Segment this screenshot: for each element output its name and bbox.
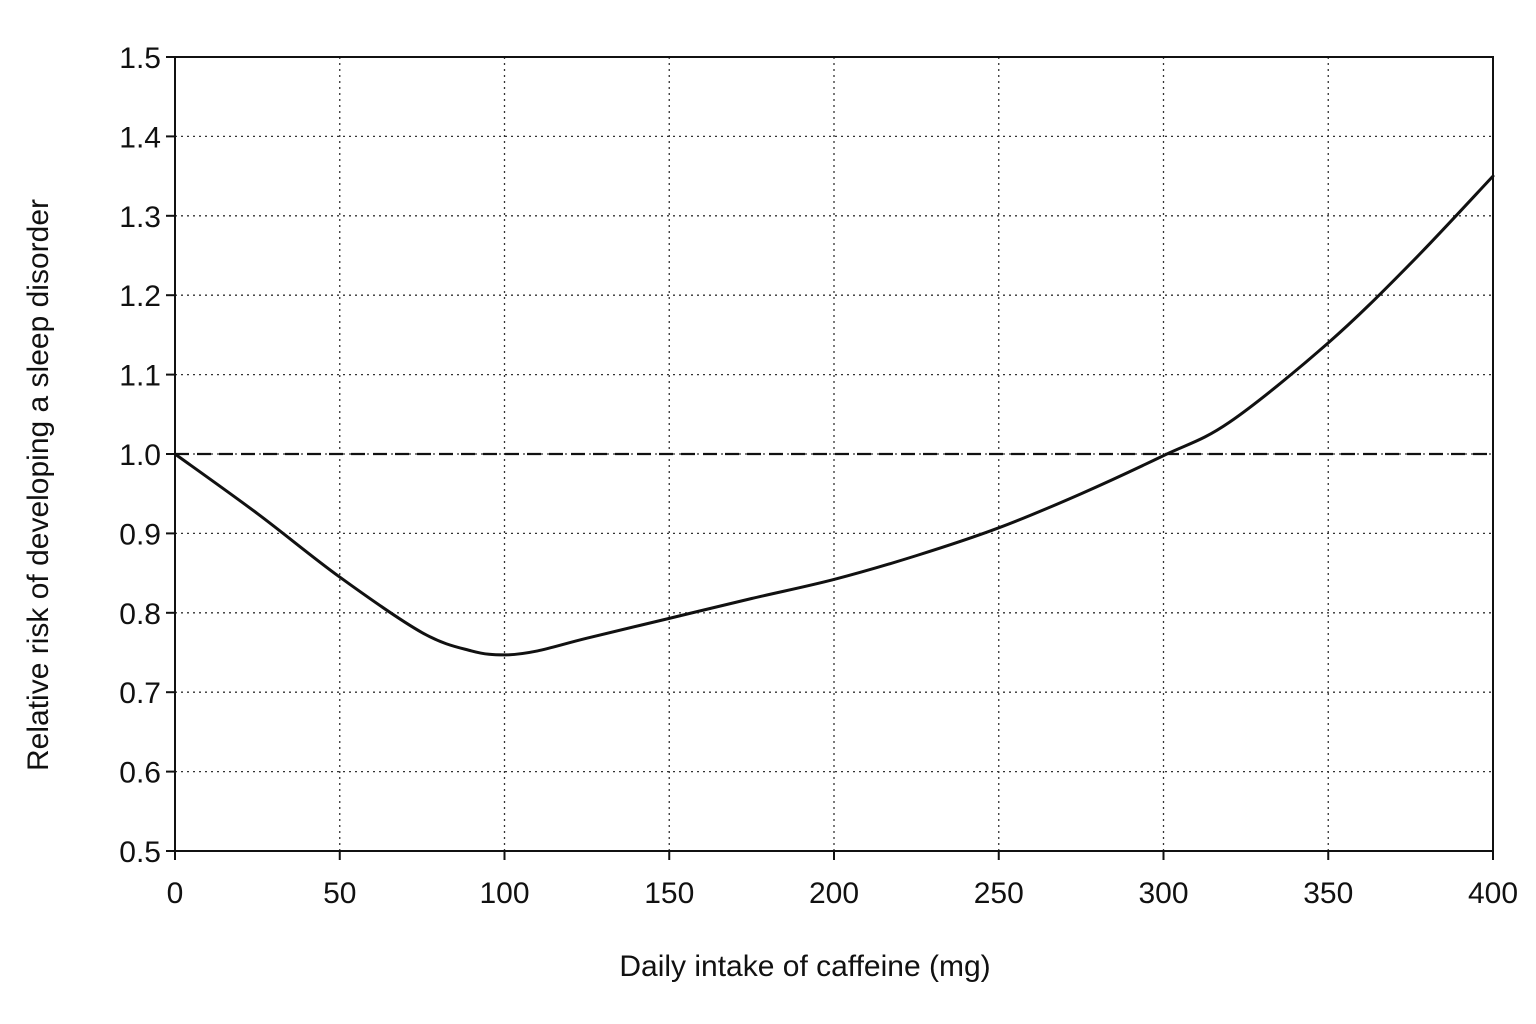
x-tick-label: 400	[1468, 877, 1518, 910]
x-tick-label: 300	[1138, 877, 1188, 910]
y-tick-label: 0.5	[119, 836, 161, 869]
y-tick-label: 1.4	[119, 121, 161, 154]
y-tick-label: 1.5	[119, 42, 161, 75]
y-axis-title: Relative risk of developing a sleep diso…	[22, 199, 55, 771]
y-tick-label: 1.0	[119, 439, 161, 472]
y-tick-label: 0.6	[119, 757, 161, 790]
x-tick-label: 350	[1303, 877, 1353, 910]
y-tick-label: 0.7	[119, 677, 161, 710]
y-tick-label: 0.8	[119, 598, 161, 631]
x-tick-label: 50	[323, 877, 356, 910]
x-tick-label: 200	[809, 877, 859, 910]
y-tick-label: 1.1	[119, 360, 161, 393]
horizontal-grid-lines	[175, 135, 1493, 773]
y-tick-label: 1.2	[119, 280, 161, 313]
series-group	[173, 174, 1495, 657]
x-tick-label: 150	[644, 877, 694, 910]
y-tick-label: 0.9	[119, 518, 161, 551]
x-tick-label: 100	[479, 877, 529, 910]
x-axis-title: Daily intake of caffeine (mg)	[619, 950, 990, 983]
series-line	[173, 174, 1495, 657]
y-tick-label: 1.3	[119, 201, 161, 234]
x-tick-label: 0	[167, 877, 184, 910]
y-axis-ticks: 0.5 0.6 0.7 0.8 0.9 1.0 1.1 1.2 1.3 1.4 1.5	[119, 42, 175, 869]
x-axis-ticks: 0 50 100 150 200 250 300 350 400	[167, 851, 1518, 910]
x-tick-label: 250	[974, 877, 1024, 910]
